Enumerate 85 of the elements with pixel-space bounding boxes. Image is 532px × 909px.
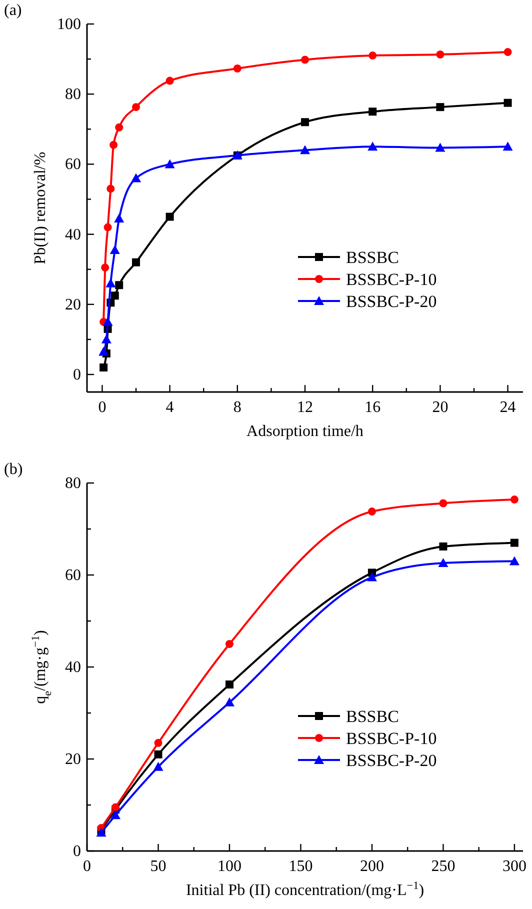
point (436, 103, 444, 112)
point (111, 803, 120, 812)
point (101, 334, 112, 344)
point (115, 123, 124, 132)
point (166, 76, 174, 85)
point (368, 508, 376, 516)
y-tick-label: 80 (65, 475, 81, 492)
point (166, 212, 174, 221)
point (233, 64, 242, 73)
point (106, 184, 115, 193)
legend-label: BSSBC-P-10 (346, 270, 437, 289)
point (98, 346, 109, 356)
x-tick-label: 250 (431, 858, 456, 875)
point (502, 142, 513, 151)
point (110, 292, 119, 300)
point (106, 278, 116, 288)
point (504, 98, 512, 107)
point (439, 542, 448, 550)
y-tick-label: 0 (73, 843, 81, 860)
point (300, 145, 310, 154)
point (115, 281, 124, 290)
x-tick-label: 200 (360, 858, 384, 875)
point (101, 264, 110, 272)
legend-label: BSSBC (346, 248, 399, 267)
point (301, 118, 309, 126)
x-tick-label: 20 (432, 399, 448, 416)
x-tick-label: 12 (297, 399, 313, 416)
legend-label: BSSBC-P-20 (346, 292, 437, 311)
point (132, 103, 140, 112)
point (439, 499, 448, 508)
point (102, 316, 113, 326)
point (114, 214, 124, 223)
point (96, 828, 106, 837)
x-tick-label: 24 (500, 399, 516, 416)
point (132, 258, 140, 266)
point (368, 52, 377, 60)
point (110, 810, 120, 820)
legend-label: BSSBC-P-10 (346, 729, 437, 748)
point (153, 762, 164, 771)
point (164, 159, 175, 168)
y-tick-label: 60 (65, 156, 81, 174)
y-tick-label: 40 (65, 226, 81, 244)
chart-title: (a) (4, 2, 22, 19)
point (510, 496, 518, 504)
x-axis-title: Initial Pb (II) concentration/(mg·L$^{−1}$) (186, 880, 424, 899)
y-tick-label: 20 (65, 296, 81, 314)
x-tick-label: 100 (217, 858, 242, 875)
x-tick-label: 8 (233, 399, 242, 416)
x-axis-title: Adsorption time/h (246, 423, 364, 440)
chart-title: (b) (4, 461, 23, 478)
legend-label: BSSBC (346, 707, 399, 726)
point (225, 640, 234, 648)
point (368, 142, 378, 151)
x-tick-label: 50 (150, 858, 166, 875)
point (504, 48, 512, 56)
x-tick-label: 0 (98, 399, 106, 416)
point (510, 538, 518, 547)
point (224, 697, 234, 706)
y-tick-label: 100 (57, 16, 81, 33)
point (438, 558, 448, 568)
point (225, 680, 234, 688)
point (366, 572, 377, 582)
legend-label: BSSBC-P-20 (346, 751, 437, 770)
x-tick-label: 4 (166, 399, 174, 416)
point (436, 50, 444, 58)
point (131, 173, 142, 182)
point (435, 142, 446, 152)
point (110, 245, 120, 254)
point (154, 738, 162, 747)
x-tick-label: 150 (288, 858, 313, 875)
point (154, 750, 162, 758)
x-tick-label: 300 (502, 858, 526, 875)
y-tick-label: 0 (73, 366, 81, 384)
point (301, 56, 309, 64)
point (509, 556, 520, 566)
point (104, 223, 112, 232)
point (368, 108, 377, 116)
y-tick-label: 20 (65, 751, 81, 768)
point (100, 363, 108, 372)
point (110, 140, 118, 149)
y-tick-label: 60 (65, 567, 81, 584)
y-tick-label: 40 (65, 659, 81, 676)
x-tick-label: 16 (364, 399, 381, 416)
y-tick-label: 80 (65, 86, 81, 104)
y-axis-title: Pb(II) removal/% (32, 152, 49, 264)
